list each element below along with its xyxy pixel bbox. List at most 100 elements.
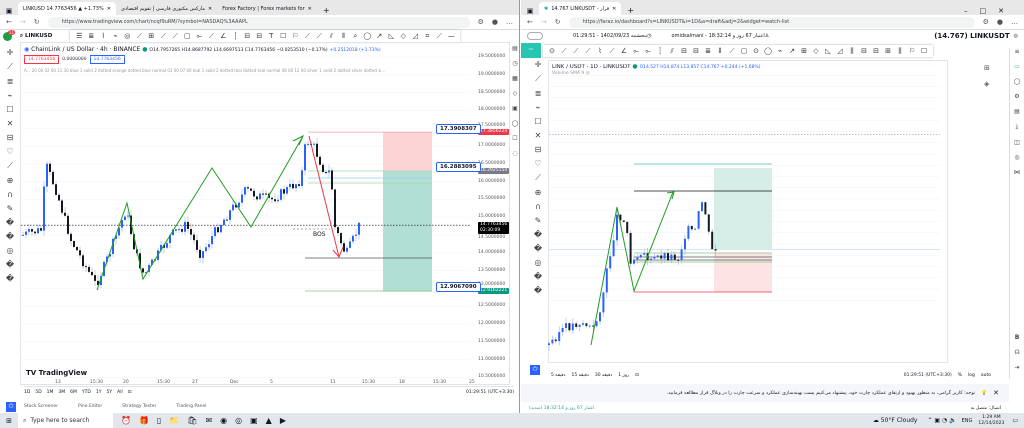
menu-icon[interactable]: ≡: [1014, 48, 1020, 55]
timeframe-button[interactable]: 5Y: [106, 390, 113, 395]
ideas-icon[interactable]: ◯: [511, 120, 519, 127]
url-field[interactable]: https://www.tradingview.com/chart/ncqf9u…: [47, 16, 470, 28]
theme-toggle[interactable]: [527, 32, 543, 40]
timeframe-button[interactable]: 30 دقیقه: [594, 372, 613, 378]
watchlist-icon[interactable]: ▤: [512, 45, 518, 52]
drawing-tool-icon[interactable]: ⟋: [609, 46, 615, 55]
down-arrow[interactable]: [308, 135, 340, 258]
sidebar-tool-icon[interactable]: ⌁: [535, 103, 541, 112]
menu-icon[interactable]: …: [506, 18, 513, 26]
date-range-icon[interactable]: ⊡: [635, 372, 639, 378]
sidebar-tool-icon[interactable]: �: [5, 260, 15, 269]
sidebar-tool-icon[interactable]: ♡: [6, 147, 14, 156]
clock[interactable]: 1:29 AM 12/14/2023: [978, 415, 1004, 427]
user-icon[interactable]: ♙: [764, 33, 770, 39]
sidebar-tool-icon[interactable]: �: [533, 244, 543, 253]
share-icon[interactable]: ⋈: [1014, 169, 1020, 176]
alerts-icon[interactable]: ◷: [512, 60, 518, 67]
scale-option[interactable]: %: [957, 372, 962, 378]
drawing-tool-icon[interactable]: ☐: [280, 32, 287, 40]
sidebar-tool-icon[interactable]: ∩: [7, 190, 13, 199]
timeframe-button[interactable]: 15 دقیقه: [571, 372, 589, 378]
alert-icon[interactable]: ◯: [1013, 78, 1021, 85]
timeframe-button[interactable]: All: [117, 390, 123, 395]
monitor-icon[interactable]: ▤: [1014, 108, 1020, 115]
timeframe-button[interactable]: 5D: [35, 390, 42, 395]
drawing-tool-icon[interactable]: ⊞: [801, 47, 807, 55]
drawing-tool-icon[interactable]: ◿: [837, 47, 843, 55]
sidebar-tool-icon[interactable]: ≣: [534, 89, 542, 98]
close-icon[interactable]: ✕: [612, 5, 617, 12]
scale-option[interactable]: auto: [980, 372, 991, 378]
screen-icon[interactable]: ▭: [1014, 63, 1020, 70]
drawing-tool-icon[interactable]: ↗: [789, 47, 795, 55]
forward-icon[interactable]: →: [19, 18, 26, 26]
drawing-tool-icon[interactable]: ⫼: [850, 46, 854, 55]
scale-option[interactable]: log: [967, 372, 975, 378]
sidebar-tool-icon[interactable]: ✕: [6, 119, 14, 128]
close-icon[interactable]: ✕: [307, 5, 312, 12]
bottom-tab[interactable]: Trading Panel: [176, 404, 207, 409]
drawing-tool-icon[interactable]: ⟜: [645, 46, 651, 55]
drawing-tool-icon[interactable]: ⟋: [160, 31, 166, 40]
sidebar-tool-icon[interactable]: ✕: [534, 131, 542, 140]
tab-actions-icon[interactable]: ▣: [5, 7, 13, 15]
sidebar-tool-icon[interactable]: ⟋: [535, 74, 541, 83]
drawing-tool-icon[interactable]: ⌇: [598, 47, 602, 55]
drawing-tool-icon[interactable]: ⟋: [729, 46, 735, 55]
reload-icon[interactable]: ↻: [33, 18, 40, 26]
drawing-tool-icon[interactable]: ⊙: [753, 47, 759, 55]
sidebar-tool-icon[interactable]: ⟋: [7, 62, 13, 71]
close-icon[interactable]: ✕: [208, 5, 213, 12]
bold-icon[interactable]: B: [1014, 334, 1020, 341]
legend-title[interactable]: ChainLink / US Dollar · 4h · BINANCE: [31, 46, 141, 53]
drawing-tool-icon[interactable]: ⟜: [633, 46, 639, 55]
notifications-icon[interactable]: ◌: [512, 150, 518, 157]
sidebar-tool-icon[interactable]: ⊕: [534, 188, 542, 197]
drawing-tool-icon[interactable]: ⊞: [148, 32, 155, 40]
tab-linkusd[interactable]: LINKUSD 14.7763456 ▲ +1.73% ✕: [18, 2, 116, 15]
sidebar-tool-icon[interactable]: ⊕: [6, 176, 14, 185]
forward-icon[interactable]: →: [540, 18, 547, 26]
drawing-tool-icon[interactable]: ◇: [400, 32, 406, 40]
timeframe-button[interactable]: 3M: [58, 390, 66, 395]
settings-icon[interactable]: ⚙: [1014, 93, 1020, 100]
drawing-tool-icon[interactable]: ◯: [363, 32, 372, 40]
sidebar-tool-icon[interactable]: �: [5, 274, 15, 283]
sidebar-tool-icon[interactable]: ◎: [534, 258, 542, 267]
pinned-apps[interactable]: ⏰🎁▯📁🛍✉◉◎▣▲▶: [121, 416, 294, 425]
drawing-tool-icon[interactable]: ⫴: [341, 31, 345, 40]
data-window-icon[interactable]: ▦: [512, 75, 518, 82]
taskbar-search[interactable]: ⌕ Type here to search: [18, 413, 113, 428]
sidebar-tool-icon[interactable]: ≣: [6, 77, 14, 86]
bottom-tab[interactable]: Stock Screener: [24, 404, 58, 409]
drawing-tool-icon[interactable]: ⊟: [681, 47, 687, 55]
drawing-tool-icon[interactable]: ◇: [813, 47, 819, 55]
new-tab-icon[interactable]: +: [627, 6, 635, 15]
reload-icon[interactable]: ↻: [554, 18, 561, 26]
drawing-tool-icon[interactable]: ⫼: [898, 46, 902, 55]
chart-type-button[interactable]: 〰: [521, 43, 541, 58]
drawing-tool-icon[interactable]: ⚐: [292, 32, 299, 40]
sidebar-tool-icon[interactable]: �: [5, 232, 15, 241]
drawing-tool-icon[interactable]: ⟋: [316, 31, 322, 40]
drawing-tool-icon[interactable]: T: [269, 32, 274, 40]
sidebar-tool-icon[interactable]: ♡: [534, 159, 542, 168]
timeframe-button[interactable]: 1D: [24, 390, 31, 395]
calendar-icon[interactable]: ▣: [512, 105, 518, 112]
indicator-legend[interactable]: A... 20 00 02 00 11 30 blue 1 solid 2 do…: [24, 68, 386, 73]
drawing-tool-icon[interactable]: ≣: [88, 32, 95, 40]
bottom-tab[interactable]: Pine Editor: [77, 404, 103, 409]
drawing-tool-icon[interactable]: ⟋: [208, 31, 214, 40]
drawing-tool-icon[interactable]: ⟋: [573, 46, 579, 55]
timeframe-button[interactable]: 1 روز: [618, 372, 630, 378]
timeframe-button[interactable]: 5 دقیقه: [551, 372, 566, 378]
drawing-tool-icon[interactable]: ↗: [376, 32, 383, 40]
drawing-tool-icon[interactable]: ⊙: [549, 47, 555, 55]
drawing-tool-icon[interactable]: ⟜: [196, 31, 203, 40]
volume-legend[interactable]: Volume SMA 9 ◎: [552, 71, 590, 76]
sidebar-tool-icon[interactable]: �: [5, 218, 15, 227]
left-chart-pane[interactable]: ◉ ChainLink / US Dollar · 4h · BINANCE ●…: [20, 42, 510, 385]
zigzag-line[interactable]: [96, 135, 304, 291]
sidebar-tool-icon[interactable]: ⟋: [535, 173, 541, 182]
